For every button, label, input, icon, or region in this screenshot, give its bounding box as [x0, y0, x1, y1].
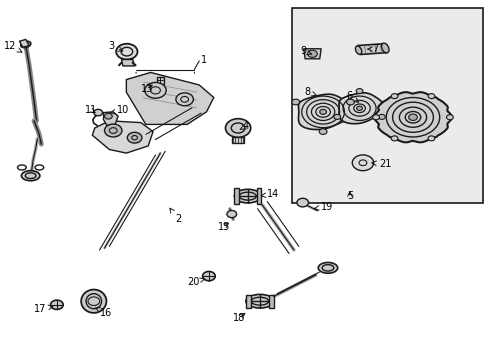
Circle shape: [427, 136, 434, 141]
Polygon shape: [121, 59, 134, 66]
Text: 7: 7: [367, 44, 377, 54]
Circle shape: [291, 99, 299, 105]
Bar: [291, 8, 483, 203]
Circle shape: [390, 136, 397, 141]
Circle shape: [307, 50, 317, 57]
Text: 11: 11: [85, 105, 97, 115]
Circle shape: [355, 158, 369, 168]
Text: 21: 21: [371, 159, 390, 169]
Polygon shape: [268, 295, 273, 308]
Circle shape: [427, 94, 434, 99]
Circle shape: [116, 44, 137, 59]
Text: 5: 5: [346, 191, 352, 201]
Circle shape: [372, 115, 379, 120]
Circle shape: [319, 129, 326, 134]
Circle shape: [355, 89, 362, 94]
Circle shape: [202, 271, 215, 281]
Polygon shape: [231, 137, 244, 143]
Ellipse shape: [245, 294, 273, 308]
Circle shape: [333, 114, 340, 120]
Circle shape: [319, 109, 326, 114]
Polygon shape: [373, 92, 451, 142]
Ellipse shape: [21, 171, 40, 181]
Circle shape: [226, 211, 236, 218]
Polygon shape: [357, 44, 386, 54]
Circle shape: [104, 113, 112, 119]
Circle shape: [356, 106, 362, 111]
Polygon shape: [298, 94, 354, 130]
Text: 10: 10: [110, 105, 129, 115]
Circle shape: [390, 94, 397, 99]
Text: 14: 14: [261, 189, 279, 199]
Circle shape: [446, 115, 452, 120]
Circle shape: [378, 114, 385, 120]
Circle shape: [225, 119, 250, 137]
Polygon shape: [92, 121, 153, 153]
Circle shape: [296, 198, 308, 207]
Text: 3: 3: [108, 41, 122, 51]
Text: 8: 8: [304, 87, 316, 97]
Text: 15: 15: [217, 222, 229, 231]
Ellipse shape: [355, 46, 361, 54]
Circle shape: [127, 132, 142, 143]
Ellipse shape: [20, 41, 31, 48]
Text: 4: 4: [240, 121, 248, 131]
Circle shape: [351, 155, 373, 171]
Circle shape: [408, 114, 417, 121]
Text: 19: 19: [314, 202, 332, 212]
Text: 18: 18: [233, 313, 245, 323]
Text: 9: 9: [299, 46, 311, 56]
Polygon shape: [245, 295, 251, 308]
Polygon shape: [303, 49, 321, 59]
Ellipse shape: [381, 43, 388, 53]
Polygon shape: [256, 188, 261, 204]
Ellipse shape: [318, 262, 337, 273]
Polygon shape: [126, 72, 213, 125]
Text: 6: 6: [346, 91, 358, 102]
Circle shape: [104, 124, 122, 137]
Ellipse shape: [234, 189, 261, 203]
Circle shape: [144, 82, 166, 98]
Text: 2: 2: [169, 208, 181, 224]
Bar: [156, 77, 163, 84]
Text: 13: 13: [141, 84, 153, 94]
Text: 12: 12: [4, 41, 22, 52]
Circle shape: [94, 109, 102, 116]
Circle shape: [50, 300, 63, 310]
Polygon shape: [103, 112, 118, 126]
Polygon shape: [20, 40, 29, 47]
Polygon shape: [234, 188, 239, 204]
Text: 20: 20: [186, 277, 204, 287]
Ellipse shape: [81, 289, 106, 313]
Text: 1: 1: [200, 55, 206, 65]
Text: 17: 17: [34, 304, 53, 314]
Polygon shape: [338, 93, 385, 124]
Circle shape: [176, 93, 193, 106]
Circle shape: [346, 99, 354, 105]
Text: 16: 16: [96, 308, 112, 318]
